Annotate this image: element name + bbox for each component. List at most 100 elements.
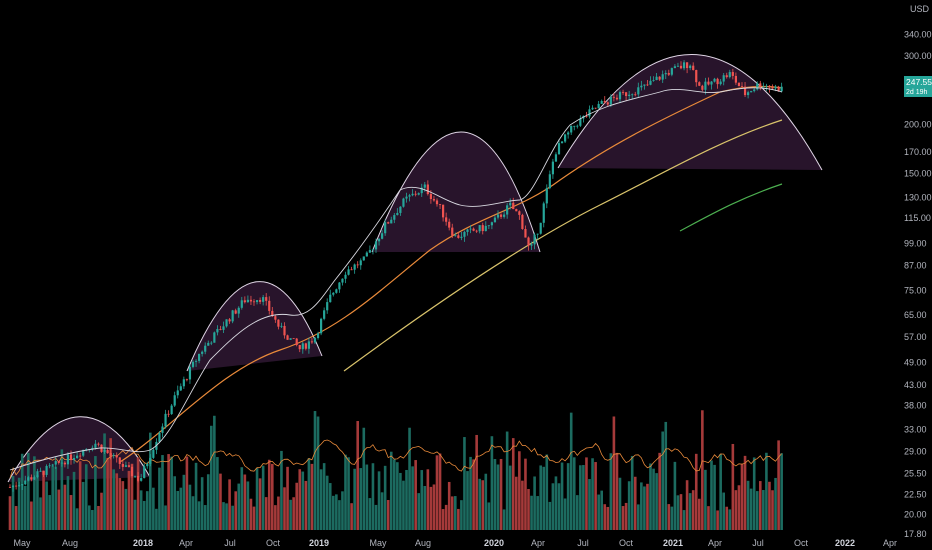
candle-body bbox=[704, 81, 707, 90]
volume-bar bbox=[560, 462, 564, 530]
volume-bar bbox=[374, 504, 378, 530]
candle-body bbox=[469, 228, 472, 230]
candle-body bbox=[332, 292, 335, 295]
volume-bar bbox=[8, 496, 12, 530]
x-tick-label: 2018 bbox=[133, 538, 153, 548]
candle-body bbox=[664, 73, 667, 75]
volume-bar bbox=[124, 488, 128, 530]
volume-bar bbox=[164, 505, 167, 530]
candle-body bbox=[60, 462, 63, 464]
candle-body bbox=[777, 86, 780, 92]
volume-bar bbox=[743, 455, 747, 530]
candle-body bbox=[438, 204, 442, 205]
volume-bar bbox=[371, 463, 375, 530]
volume-bar bbox=[539, 465, 542, 530]
volume-bar bbox=[472, 459, 475, 530]
volume-bar bbox=[57, 489, 61, 530]
candle-body bbox=[240, 300, 243, 308]
volume-bar bbox=[115, 473, 119, 530]
volume-bar bbox=[389, 451, 393, 530]
short-moving-average bbox=[9, 87, 783, 471]
candle-body bbox=[231, 310, 234, 322]
volume-bar bbox=[454, 496, 457, 530]
volume-bar bbox=[609, 453, 613, 530]
candle-body bbox=[271, 310, 274, 317]
volume-bar bbox=[551, 483, 555, 530]
candle-body bbox=[402, 198, 405, 207]
candle-body bbox=[216, 328, 219, 333]
candle-body bbox=[137, 475, 140, 481]
candle-body bbox=[164, 413, 167, 427]
candle-body bbox=[536, 233, 539, 235]
candle-body bbox=[411, 193, 414, 196]
volume-bar bbox=[344, 454, 347, 530]
candle-body bbox=[524, 228, 527, 238]
candle-body bbox=[475, 230, 478, 232]
volume-bar bbox=[274, 505, 277, 530]
candle-body bbox=[356, 264, 359, 266]
candle-body bbox=[140, 478, 143, 481]
volume-bar bbox=[698, 498, 701, 530]
volume-bar bbox=[652, 468, 655, 530]
volume-bar bbox=[149, 432, 152, 530]
volume-bar bbox=[487, 502, 491, 530]
candle-body bbox=[521, 214, 524, 229]
candle-body bbox=[54, 461, 57, 465]
candle-body bbox=[414, 193, 417, 195]
volume-bar bbox=[341, 491, 344, 530]
volume-bar bbox=[66, 476, 70, 530]
volume-bar bbox=[228, 479, 231, 530]
candle-body bbox=[310, 341, 314, 343]
volume-bar bbox=[295, 482, 298, 530]
candle-body bbox=[710, 81, 713, 85]
volume-bar bbox=[267, 459, 271, 530]
candle-body bbox=[341, 278, 344, 283]
volume-bar bbox=[713, 464, 716, 530]
candle-body bbox=[30, 477, 33, 480]
volume-bar bbox=[252, 506, 256, 530]
time-axis[interactable]: May Aug 2018 Apr Jul Oct 2019 May Aug 2020 Apr Jul O… bbox=[13, 538, 897, 548]
volume-bar bbox=[231, 505, 234, 530]
candle-body bbox=[423, 184, 426, 188]
last-price-tag: 247.55 2d 19h bbox=[904, 76, 932, 97]
candle-body bbox=[658, 76, 661, 80]
candle-body bbox=[725, 75, 728, 78]
volume-bar bbox=[188, 484, 192, 530]
volume-bar bbox=[240, 467, 244, 530]
candle-body bbox=[228, 319, 231, 322]
volume-bar bbox=[576, 495, 579, 530]
volume-bar bbox=[23, 485, 27, 530]
volume-bar bbox=[731, 443, 735, 530]
candle-body bbox=[152, 449, 155, 458]
volume-bar bbox=[499, 458, 503, 530]
candle-body bbox=[701, 85, 704, 90]
volume-bar bbox=[152, 487, 155, 530]
volume-bar bbox=[54, 466, 58, 530]
y-tick-label: 29.00 bbox=[904, 447, 927, 457]
volume-bar bbox=[716, 510, 719, 530]
candle-body bbox=[390, 219, 393, 224]
candle-body bbox=[655, 76, 658, 81]
volume-bar bbox=[688, 493, 692, 530]
candle-body bbox=[76, 455, 79, 459]
volume-bar bbox=[704, 469, 707, 530]
candle-body bbox=[542, 203, 545, 223]
volume-bar bbox=[353, 468, 356, 530]
volume-bar bbox=[161, 455, 164, 530]
candle-body bbox=[381, 233, 384, 239]
candle-body bbox=[649, 80, 652, 85]
candle-body bbox=[115, 455, 118, 458]
price-axis[interactable]: 340.00300.00260.00200.00170.00150.00130.… bbox=[904, 30, 932, 539]
x-tick-label: 2020 bbox=[484, 538, 504, 548]
volume-bar bbox=[319, 469, 323, 530]
candle-body bbox=[652, 80, 655, 81]
volume-bar bbox=[771, 490, 774, 530]
volume-bar bbox=[762, 490, 765, 530]
volume-bar bbox=[237, 483, 241, 530]
volume-bar bbox=[780, 453, 783, 530]
candle-body bbox=[774, 86, 777, 89]
candle-body bbox=[15, 485, 18, 487]
candle-body bbox=[396, 212, 399, 216]
candle-body bbox=[146, 463, 149, 467]
